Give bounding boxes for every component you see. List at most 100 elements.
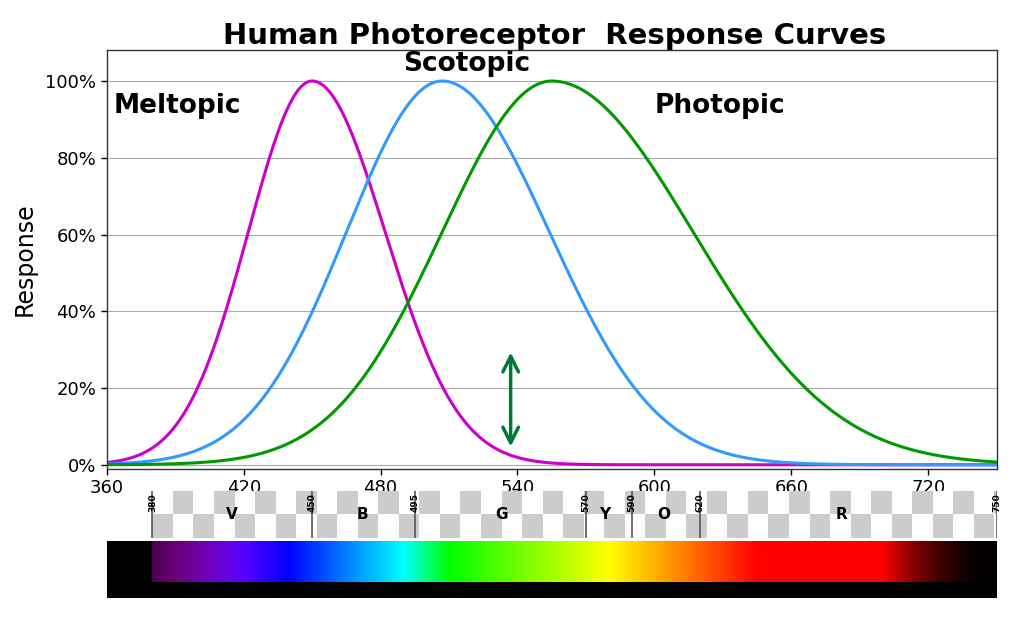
Bar <box>966 541 967 582</box>
Bar <box>151 541 152 582</box>
Bar <box>954 541 955 582</box>
Bar <box>152 541 153 582</box>
Bar <box>895 541 896 582</box>
Bar <box>706 541 707 582</box>
Bar <box>363 541 365 582</box>
Bar <box>417 541 418 582</box>
Bar <box>441 541 442 582</box>
Bar <box>866 541 869 582</box>
Bar <box>258 541 260 582</box>
Bar <box>319 541 320 582</box>
Bar <box>410 541 412 582</box>
Bar <box>853 541 854 582</box>
Bar <box>519 541 520 582</box>
Bar <box>831 541 832 582</box>
Bar <box>191 541 192 582</box>
Bar <box>112 541 113 582</box>
Bar <box>398 541 399 582</box>
Bar <box>910 541 911 582</box>
Bar <box>158 541 159 582</box>
Bar <box>210 541 211 582</box>
Bar <box>472 541 473 582</box>
Bar <box>333 541 334 582</box>
Bar <box>426 541 427 582</box>
Bar <box>806 541 807 582</box>
Bar <box>522 515 543 538</box>
Bar <box>812 541 813 582</box>
Bar <box>625 541 626 582</box>
Bar <box>724 541 725 582</box>
Bar <box>779 541 780 582</box>
Bar <box>686 491 707 515</box>
Bar <box>590 541 591 582</box>
Bar <box>939 541 940 582</box>
Bar <box>256 541 257 582</box>
Bar <box>207 541 208 582</box>
Bar <box>490 541 491 582</box>
Bar <box>653 541 654 582</box>
Bar <box>584 491 604 515</box>
Bar <box>491 541 492 582</box>
Bar <box>372 541 373 582</box>
Bar <box>661 541 662 582</box>
Bar <box>645 541 647 582</box>
Bar <box>399 515 419 538</box>
Bar <box>383 541 384 582</box>
Bar <box>701 541 702 582</box>
Bar <box>252 541 253 582</box>
Bar <box>770 541 771 582</box>
Bar <box>366 541 367 582</box>
Bar <box>864 541 865 582</box>
Bar <box>515 541 516 582</box>
Bar <box>995 491 1015 515</box>
Bar <box>580 541 581 582</box>
Bar <box>242 541 243 582</box>
Bar <box>510 541 511 582</box>
Bar <box>647 541 648 582</box>
Bar <box>995 541 996 582</box>
Bar <box>995 515 1015 538</box>
Bar <box>301 541 302 582</box>
Bar <box>1015 515 1017 538</box>
Bar <box>408 541 409 582</box>
Bar <box>727 515 747 538</box>
Bar <box>976 541 977 582</box>
Bar <box>893 541 894 582</box>
Bar <box>270 541 272 582</box>
Text: Y: Y <box>599 507 610 521</box>
Bar <box>969 541 970 582</box>
Bar <box>526 541 527 582</box>
Bar <box>335 541 336 582</box>
Bar <box>435 541 436 582</box>
Bar <box>342 541 343 582</box>
Bar <box>670 541 671 582</box>
Bar <box>437 541 438 582</box>
Bar <box>983 541 985 582</box>
Bar <box>134 541 135 582</box>
Bar <box>837 541 838 582</box>
Bar <box>967 541 968 582</box>
Bar <box>744 541 745 582</box>
Bar <box>664 541 665 582</box>
Bar <box>327 541 328 582</box>
Bar <box>659 541 660 582</box>
Bar <box>861 541 862 582</box>
Bar <box>916 541 917 582</box>
Bar <box>406 541 407 582</box>
Bar <box>859 541 860 582</box>
Bar <box>709 541 710 582</box>
Bar <box>685 541 686 582</box>
Bar <box>845 541 846 582</box>
Bar <box>631 541 632 582</box>
Bar <box>503 541 505 582</box>
Bar <box>887 541 888 582</box>
Bar <box>720 541 721 582</box>
Bar <box>496 541 497 582</box>
Bar <box>741 541 742 582</box>
Bar <box>933 541 934 582</box>
Bar <box>690 541 691 582</box>
Bar <box>219 541 220 582</box>
Bar <box>604 491 624 515</box>
Bar <box>139 541 140 582</box>
Bar <box>377 541 378 582</box>
